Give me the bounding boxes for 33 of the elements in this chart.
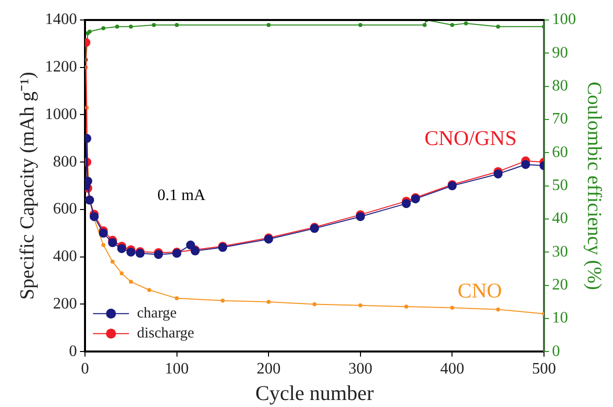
y2-tick-label: 40: [552, 210, 568, 228]
y-tick-label: 200: [53, 295, 77, 312]
y2-tick-label: 70: [552, 110, 568, 128]
legend-label: charge: [137, 306, 178, 322]
y-tick-label: 1000: [45, 106, 77, 123]
x-axis-title: Cycle number: [255, 380, 374, 405]
y2-tick-label: 30: [552, 243, 568, 260]
x-tick-label: 400: [440, 360, 464, 378]
x-tick-label: 0: [81, 360, 89, 378]
legend-label: discharge: [137, 326, 195, 342]
y-tick-label: 1200: [45, 58, 77, 76]
x-tick-label: 500: [532, 360, 556, 378]
y-axis-title: Specific Capacity (mAh g⁻¹): [16, 72, 38, 300]
y2-tick-label: 80: [552, 78, 568, 95]
y2-tick-label: 100: [552, 11, 576, 28]
x-tick-label: 200: [256, 360, 281, 378]
y2-axis-title: Coulombic efficiency (%): [582, 82, 605, 290]
y2-tick-label: 50: [552, 177, 568, 194]
y2-tick-label: 10: [552, 310, 568, 327]
y-tick-label: 400: [53, 248, 77, 266]
y2-tick-label: 20: [552, 276, 568, 294]
x-tick-label: 300: [348, 360, 372, 378]
y2-tick-label: 0: [552, 342, 560, 360]
y-tick-label: 0: [69, 342, 77, 360]
annotation: 0.1 mA: [157, 186, 206, 204]
annotation: CNO: [458, 278, 502, 302]
y-tick-label: 600: [53, 200, 77, 218]
y2-tick-label: 60: [552, 144, 568, 161]
y2-tick-label: 90: [552, 44, 568, 62]
y-tick-label: 800: [53, 153, 77, 170]
y-tick-label: 1400: [45, 11, 77, 28]
annotation: CNO/GNS: [424, 126, 517, 150]
x-tick-label: 100: [164, 360, 189, 378]
